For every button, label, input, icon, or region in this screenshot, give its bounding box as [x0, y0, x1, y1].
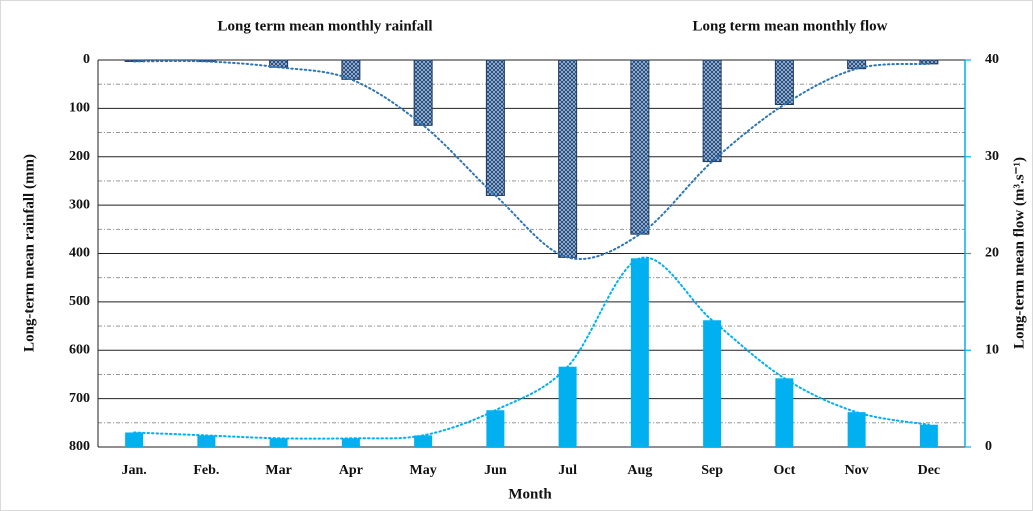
trend-line: [133, 60, 930, 260]
x-axis-label: Month: [508, 486, 552, 502]
bar: [774, 59, 794, 106]
bar: [269, 59, 289, 68]
bar: [486, 410, 505, 447]
bar: [630, 59, 650, 235]
x-tick-label: Oct: [773, 463, 795, 478]
x-tick-label: Aug: [627, 463, 652, 478]
x-tick-label: Jan.: [121, 463, 146, 478]
series-title: Long term mean monthly rainfall: [218, 18, 433, 34]
bar: [269, 438, 288, 447]
bar: [775, 378, 794, 447]
bar: [485, 59, 505, 196]
bar: [413, 59, 433, 126]
bar: [197, 435, 216, 447]
series-title: Long term mean monthly flow: [693, 18, 888, 34]
x-tick-label: Mar: [265, 463, 291, 478]
y2-tick-label: 40: [985, 52, 999, 67]
bar: [558, 366, 577, 447]
y-tick-label: 0: [83, 52, 90, 67]
y-tick-label: 300: [69, 197, 90, 212]
bar: [702, 59, 722, 163]
y-tick-label: 100: [69, 101, 90, 116]
y2-tick-label: 30: [985, 149, 999, 164]
y-tick-label: 700: [69, 391, 90, 406]
y2-axis-label: Long-term mean flow (m³.s⁻¹): [1011, 157, 1027, 349]
x-tick-label: Dec: [918, 463, 941, 478]
y-tick-label: 400: [69, 246, 90, 261]
x-tick-label: Jul: [558, 463, 577, 478]
bar: [341, 438, 360, 447]
x-tick-label: Sep: [701, 463, 723, 478]
y-tick-label: 200: [69, 149, 90, 164]
bar: [630, 258, 649, 447]
bar: [125, 432, 144, 447]
bar: [847, 412, 866, 447]
y2-tick-label: 0: [985, 439, 992, 454]
trend-line: [133, 256, 930, 440]
x-tick-label: Feb.: [193, 463, 219, 478]
y2-tick-label: 20: [985, 246, 999, 261]
y-tick-label: 600: [69, 342, 90, 357]
y-tick-label: 800: [69, 439, 90, 454]
bar: [703, 320, 722, 447]
x-tick-label: May: [410, 463, 437, 478]
y-axis-label: Long-term mean rainfall (mm): [21, 154, 37, 352]
bar: [414, 435, 433, 447]
y-tick-label: 500: [69, 294, 90, 309]
x-tick-label: Nov: [845, 463, 869, 478]
y2-tick-label: 10: [985, 342, 999, 357]
bar: [558, 59, 578, 258]
x-tick-label: Jun: [484, 463, 507, 478]
bar: [919, 424, 938, 447]
x-tick-label: Apr: [339, 463, 363, 478]
